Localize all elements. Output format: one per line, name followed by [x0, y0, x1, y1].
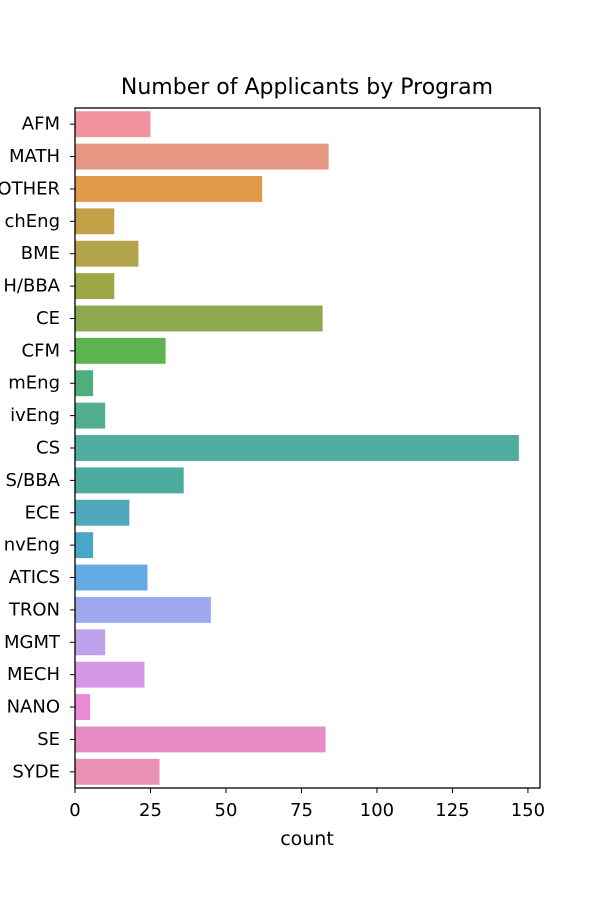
- y-tick-label-9: ivEng: [10, 405, 60, 426]
- y-tick-label-14: ATICS: [9, 567, 60, 588]
- y-tick-label-2: OTHER: [0, 178, 60, 199]
- x-tick-label-3: 75: [290, 800, 313, 821]
- bar-18: [75, 694, 91, 720]
- y-tick-label-20: SYDE: [12, 761, 60, 782]
- y-tick-label-16: MGMT: [4, 632, 61, 653]
- chart-title: Number of Applicants by Program: [121, 75, 493, 100]
- bar-9: [75, 402, 106, 429]
- y-tick-label-15: TRON: [8, 599, 60, 620]
- y-tick-label-7: CFM: [22, 340, 60, 361]
- bar-4: [75, 240, 139, 267]
- bar-11: [75, 467, 184, 494]
- bars-group: [75, 111, 519, 785]
- bar-0: [75, 111, 151, 138]
- x-tick-label-6: 150: [511, 800, 545, 821]
- y-tick-label-11: S/BBA: [5, 470, 60, 491]
- bar-3: [75, 208, 115, 235]
- x-tick-label-2: 50: [215, 800, 238, 821]
- y-tick-label-10: CS: [36, 438, 60, 459]
- y-tick-label-18: NANO: [7, 697, 60, 718]
- x-tick-label-4: 100: [360, 800, 394, 821]
- bar-1: [75, 143, 329, 170]
- bar-20: [75, 758, 160, 785]
- y-tick-label-3: chEng: [4, 211, 60, 232]
- y-tick-labels: AFM MATH OTHER chEng BME H/BBA CE CFM mEng ivEng C…: [0, 114, 75, 782]
- bar-6: [75, 305, 323, 332]
- bar-10: [75, 435, 519, 461]
- y-tick-label-12: ECE: [25, 502, 60, 523]
- y-tick-label-19: SE: [37, 729, 60, 750]
- bar-5: [75, 273, 115, 300]
- bar-14: [75, 564, 148, 591]
- bar-15: [75, 596, 211, 623]
- bar-2: [75, 176, 263, 202]
- x-tick-label-5: 125: [435, 800, 469, 821]
- y-tick-label-17: MECH: [7, 664, 60, 685]
- y-tick-label-4: BME: [21, 243, 60, 264]
- y-tick-label-8: mEng: [8, 373, 60, 394]
- bar-7: [75, 337, 166, 364]
- plot-frame: [74, 107, 541, 789]
- bar-12: [75, 499, 130, 526]
- x-axis-label: count: [280, 828, 334, 850]
- y-tick-label-0: AFM: [22, 114, 60, 135]
- bar-17: [75, 661, 145, 688]
- x-tick-label-0: 0: [69, 800, 80, 821]
- y-tick-label-1: MATH: [9, 146, 60, 167]
- y-tick-label-13: nvEng: [4, 535, 60, 556]
- y-tick-label-5: H/BBA: [3, 276, 60, 297]
- bar-16: [75, 629, 106, 656]
- bar-13: [75, 532, 94, 559]
- bar-8: [75, 370, 94, 397]
- x-tick-label-1: 25: [139, 800, 162, 821]
- x-axis: 0 25 50 75 100 125 150: [69, 788, 545, 821]
- y-tick-label-6: CE: [36, 308, 60, 329]
- bar-19: [75, 726, 326, 753]
